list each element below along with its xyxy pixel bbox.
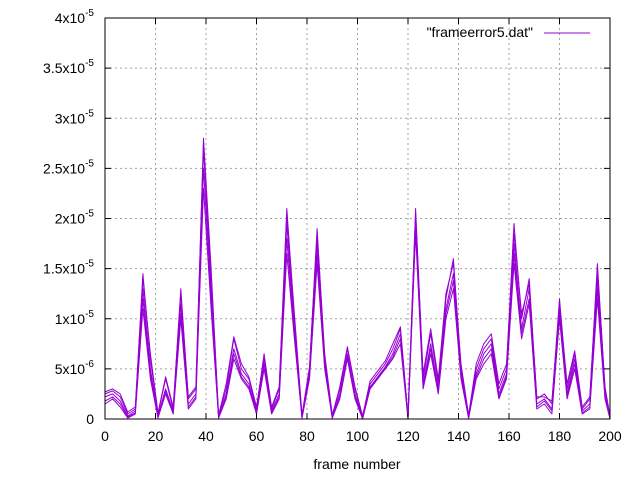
- x-tick-label: 0: [101, 428, 109, 444]
- y-tick-mantissa: 4x10: [55, 10, 86, 26]
- x-tick-label: 20: [148, 428, 164, 444]
- axis-ticks: [104, 17, 611, 420]
- y-tick-label: 1x10-5: [55, 309, 95, 327]
- y-tick-exponent: -5: [85, 108, 94, 119]
- y-tick-mantissa: 2.5x10: [43, 160, 85, 176]
- series-group: [104, 137, 611, 420]
- y-tick-mantissa: 2x10: [55, 211, 86, 227]
- y-tick-mantissa: 3x10: [55, 110, 86, 126]
- legend: "frameerror5.dat": [427, 24, 590, 40]
- x-tick-label: 160: [497, 428, 521, 444]
- x-tick-label: 40: [198, 428, 214, 444]
- x-tick-label: 100: [346, 428, 370, 444]
- y-tick-label: 1.5x10-5: [43, 259, 94, 277]
- legend-label: "frameerror5.dat": [427, 24, 533, 40]
- x-axis-title: frame number: [313, 456, 400, 472]
- series-line-2: [104, 147, 611, 419]
- y-tick-exponent: -5: [85, 259, 94, 270]
- y-tick-mantissa: 1x10: [55, 311, 86, 327]
- series-line-3: [104, 187, 611, 420]
- y-tick-exponent: -5: [85, 58, 94, 69]
- x-tick-label: 120: [396, 428, 420, 444]
- y-tick-mantissa: 1.5x10: [43, 261, 85, 277]
- x-tick-label: 180: [548, 428, 572, 444]
- x-tick-label: 60: [249, 428, 265, 444]
- series-line-4: [104, 142, 611, 417]
- y-tick-label: 4x10-5: [55, 8, 95, 26]
- y-tick-mantissa: 3.5x10: [43, 60, 85, 76]
- x-tick-label: 200: [598, 428, 622, 444]
- y-tick-exponent: -5: [85, 209, 94, 220]
- series-line-5: [104, 167, 611, 419]
- y-tick-label: 2x10-5: [55, 209, 95, 227]
- y-tick-label: 0: [86, 411, 94, 427]
- y-tick-labels: 05x10-61x10-51.5x10-52x10-52.5x10-53x10-…: [43, 8, 94, 427]
- y-tick-label: 2.5x10-5: [43, 158, 94, 176]
- y-tick-mantissa: 5x10: [55, 361, 86, 377]
- y-tick-label: 3x10-5: [55, 108, 95, 126]
- y-tick-exponent: -6: [85, 359, 94, 370]
- x-tick-label: 140: [447, 428, 471, 444]
- y-tick-label: 5x10-6: [55, 359, 95, 377]
- y-tick-exponent: -5: [85, 309, 94, 320]
- y-tick-exponent: -5: [85, 8, 94, 19]
- x-tick-labels: 0 20 40 60 80 100 120 140 160 180 200: [101, 428, 622, 444]
- y-tick-mantissa: 0: [86, 411, 94, 427]
- x-tick-label: 80: [299, 428, 315, 444]
- y-tick-exponent: -5: [85, 158, 94, 169]
- y-tick-label: 3.5x10-5: [43, 58, 94, 76]
